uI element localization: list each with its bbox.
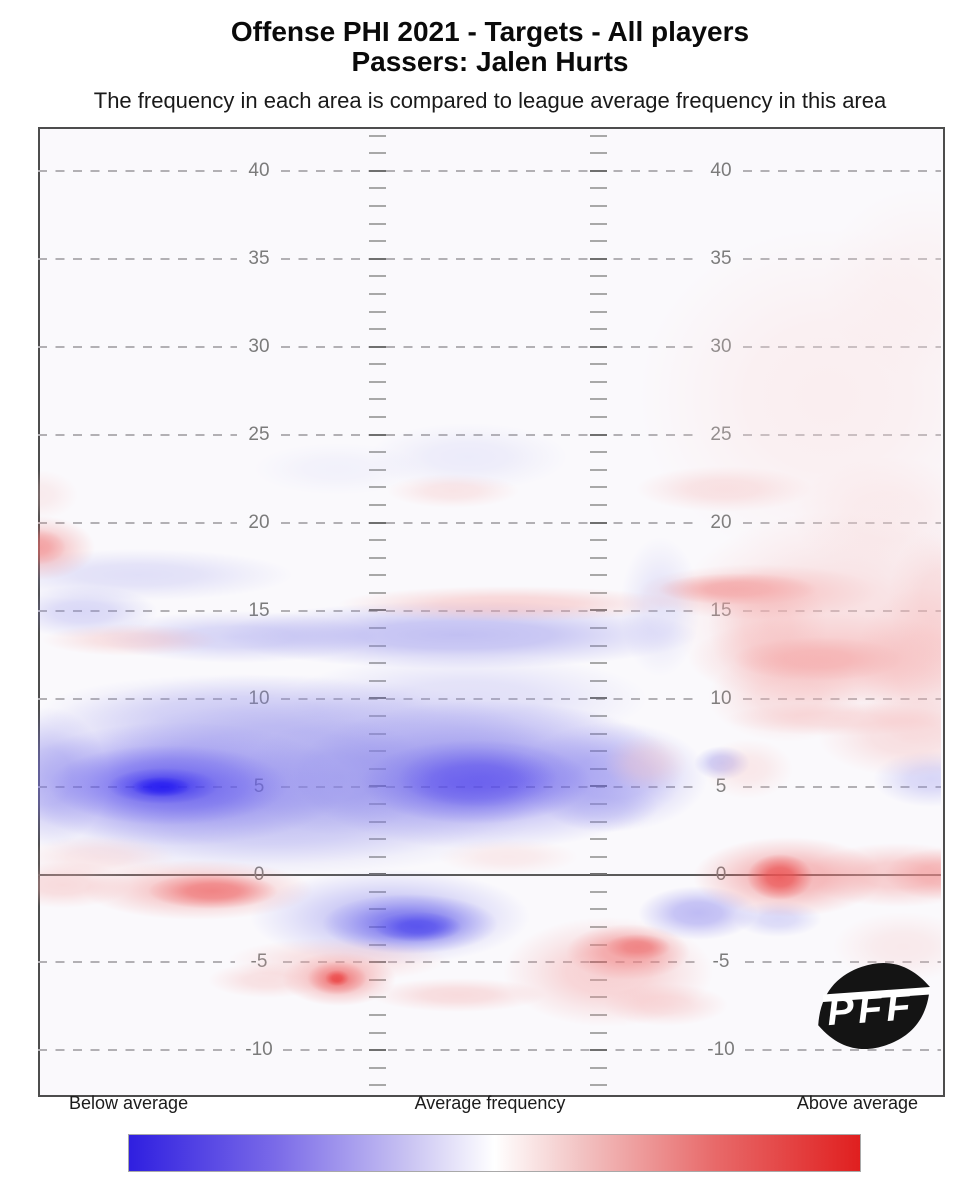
svg-text:PFF: PFF (826, 984, 916, 1034)
